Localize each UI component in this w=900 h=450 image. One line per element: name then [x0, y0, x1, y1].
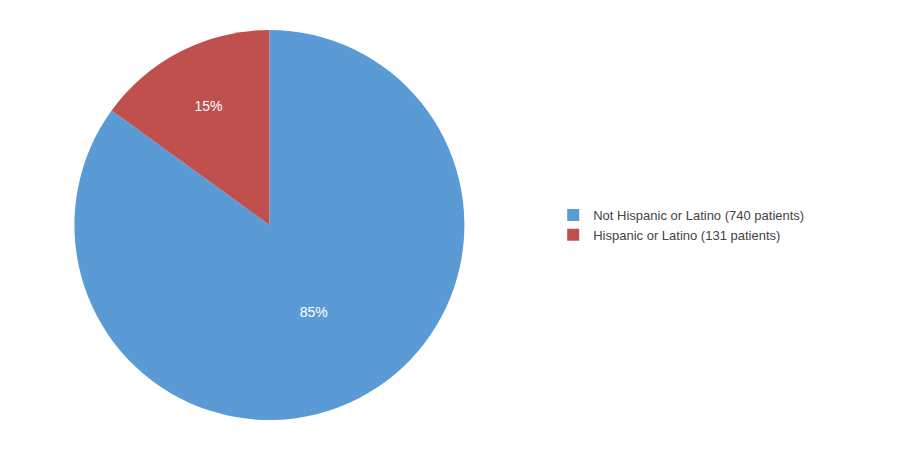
- svg-text:Hispanic or Latino (131 patien: Hispanic or Latino (131 patients): [593, 228, 780, 243]
- svg-text:15%: 15%: [194, 98, 222, 114]
- svg-text:Not Hispanic or Latino (740 pa: Not Hispanic or Latino (740 patients): [593, 208, 804, 223]
- svg-text:85%: 85%: [300, 304, 328, 320]
